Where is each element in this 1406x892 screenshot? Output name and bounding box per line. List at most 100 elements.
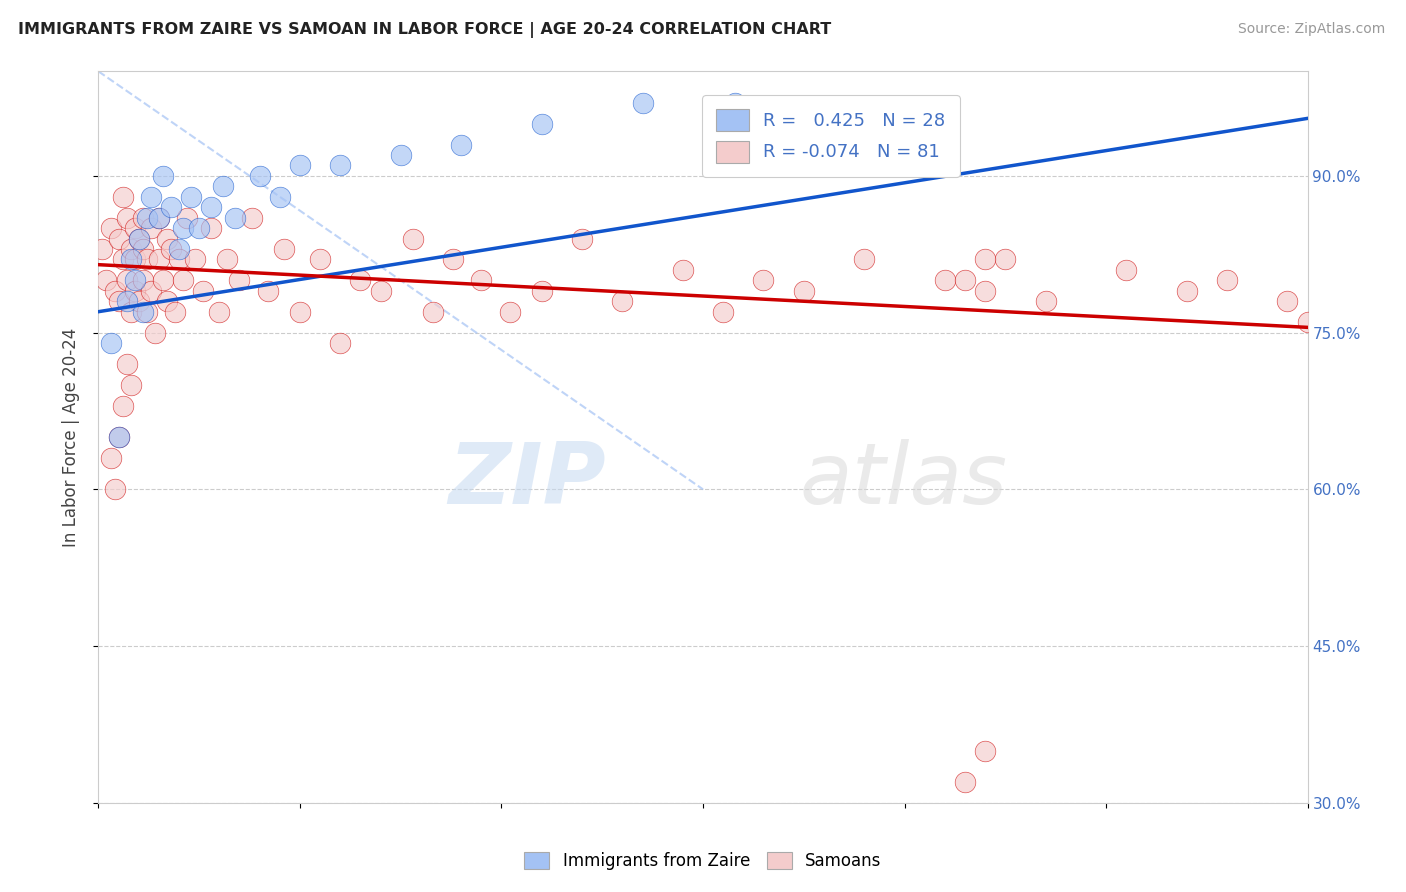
Point: [135, 252, 157, 267]
Point: [530, 117, 553, 131]
Point: [152, 169, 174, 183]
Point: [115, 294, 138, 309]
Point: [167, 252, 190, 267]
Point: [128, 231, 150, 245]
Point: [974, 743, 997, 757]
Text: IMMIGRANTS FROM ZAIRE VS SAMOAN IN LABOR FORCE | AGE 20-24 CORRELATION CHART: IMMIGRANTS FROM ZAIRE VS SAMOAN IN LABOR…: [18, 22, 831, 38]
Point: [160, 242, 183, 256]
Point: [167, 242, 190, 256]
Point: [120, 377, 142, 392]
Point: [107, 294, 129, 309]
Point: [107, 430, 129, 444]
Point: [212, 179, 235, 194]
Point: [974, 252, 997, 267]
Point: [672, 263, 695, 277]
Point: [402, 231, 425, 245]
Point: [370, 284, 392, 298]
Point: [139, 190, 162, 204]
Point: [152, 273, 174, 287]
Point: [135, 304, 157, 318]
Point: [115, 273, 138, 287]
Point: [530, 284, 553, 298]
Point: [91, 242, 114, 256]
Point: [228, 273, 250, 287]
Point: [200, 221, 222, 235]
Point: [107, 231, 129, 245]
Point: [139, 284, 162, 298]
Point: [953, 775, 976, 789]
Point: [156, 231, 179, 245]
Point: [107, 430, 129, 444]
Point: [349, 273, 371, 287]
Point: [128, 294, 150, 309]
Point: [498, 304, 520, 318]
Point: [631, 95, 654, 110]
Point: [156, 294, 179, 309]
Point: [240, 211, 263, 225]
Point: [934, 273, 956, 287]
Point: [953, 273, 976, 287]
Point: [422, 304, 444, 318]
Point: [994, 252, 1017, 267]
Point: [1296, 315, 1319, 329]
Point: [100, 336, 122, 351]
Point: [711, 304, 734, 318]
Point: [724, 95, 747, 110]
Point: [103, 483, 125, 497]
Point: [329, 158, 352, 172]
Point: [1277, 294, 1299, 309]
Point: [120, 252, 142, 267]
Point: [100, 221, 122, 235]
Point: [115, 211, 138, 225]
Point: [793, 284, 815, 298]
Point: [120, 304, 142, 318]
Point: [184, 252, 207, 267]
Point: [111, 252, 134, 267]
Point: [329, 336, 352, 351]
Point: [132, 273, 155, 287]
Point: [148, 211, 170, 225]
Point: [163, 304, 186, 318]
Point: [132, 304, 155, 318]
Point: [111, 190, 134, 204]
Point: [160, 200, 183, 214]
Point: [120, 242, 142, 256]
Legend: Immigrants from Zaire, Samoans: Immigrants from Zaire, Samoans: [517, 845, 889, 877]
Text: Source: ZipAtlas.com: Source: ZipAtlas.com: [1237, 22, 1385, 37]
Point: [309, 252, 332, 267]
Point: [224, 211, 246, 225]
Point: [612, 294, 634, 309]
Point: [139, 221, 162, 235]
Point: [172, 273, 194, 287]
Point: [1216, 273, 1239, 287]
Point: [389, 148, 412, 162]
Point: [1035, 294, 1057, 309]
Point: [132, 211, 155, 225]
Point: [1115, 263, 1137, 277]
Point: [288, 158, 311, 172]
Point: [1175, 284, 1198, 298]
Point: [256, 284, 278, 298]
Point: [128, 231, 150, 245]
Point: [752, 273, 775, 287]
Point: [269, 190, 291, 204]
Point: [180, 190, 202, 204]
Y-axis label: In Labor Force | Age 20-24: In Labor Force | Age 20-24: [62, 327, 80, 547]
Point: [148, 252, 170, 267]
Point: [135, 211, 157, 225]
Point: [470, 273, 492, 287]
Point: [103, 284, 125, 298]
Point: [143, 326, 166, 340]
Point: [288, 304, 311, 318]
Legend: R =   0.425   N = 28, R = -0.074   N = 81: R = 0.425 N = 28, R = -0.074 N = 81: [702, 95, 960, 177]
Point: [96, 273, 118, 287]
Text: atlas: atlas: [800, 440, 1008, 523]
Point: [188, 221, 211, 235]
Point: [124, 252, 146, 267]
Point: [124, 284, 146, 298]
Point: [172, 221, 194, 235]
Point: [974, 284, 997, 298]
Point: [115, 357, 138, 371]
Point: [132, 242, 155, 256]
Point: [176, 211, 198, 225]
